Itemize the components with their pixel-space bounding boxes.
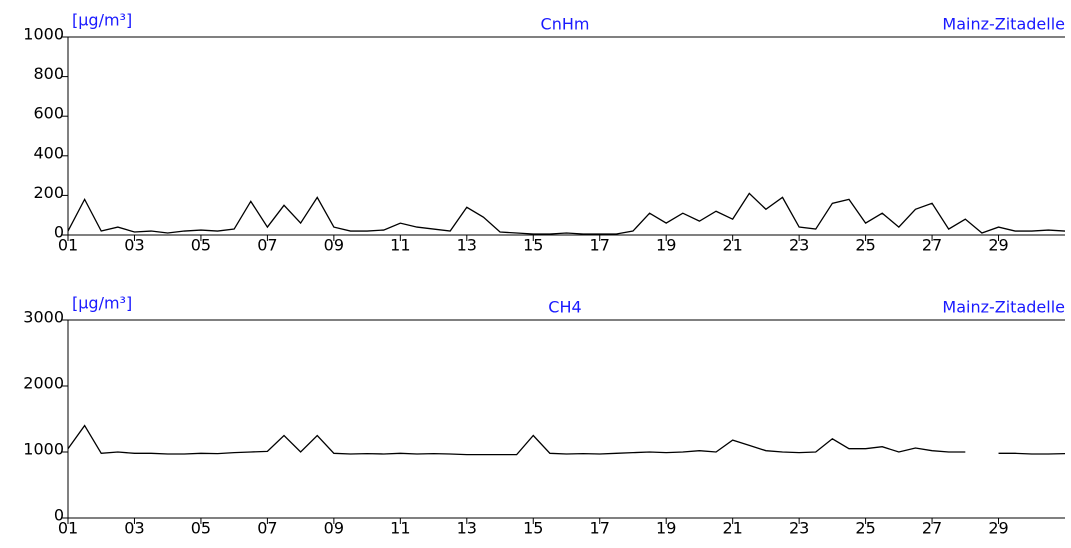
y-tick-label: 200: [33, 183, 64, 202]
x-tick-label: 03: [124, 236, 144, 255]
x-tick-label: 07: [257, 519, 277, 538]
x-tick-label: 11: [390, 519, 410, 538]
x-tick-label: 19: [656, 236, 676, 255]
x-tick-label: 23: [789, 236, 809, 255]
x-tick-label: 11: [390, 236, 410, 255]
data-line: [67, 424, 1066, 456]
x-tick-label: 25: [855, 519, 875, 538]
station-label: Mainz-Zitadelle: [942, 15, 1065, 34]
x-tick-label: 27: [922, 236, 942, 255]
data-line: [67, 192, 1066, 235]
x-tick-label: 03: [124, 519, 144, 538]
x-tick-label: 23: [789, 519, 809, 538]
x-tick-label: 21: [722, 236, 742, 255]
x-tick-label: 09: [324, 236, 344, 255]
chart-title: CH4: [548, 298, 581, 317]
x-tick-label: 17: [590, 236, 610, 255]
y-tick-label: 400: [33, 143, 64, 162]
x-tick-label: 05: [191, 236, 211, 255]
y-tick-label: 3000: [23, 308, 64, 327]
x-tick-label: 21: [722, 519, 742, 538]
x-tick-label: 29: [988, 519, 1008, 538]
x-tick-label: 07: [257, 236, 277, 255]
y-tick-label: 2000: [23, 374, 64, 393]
unit-label: [μg/m³]: [72, 294, 132, 313]
station-label: Mainz-Zitadelle: [942, 298, 1065, 317]
x-tick-label: 27: [922, 519, 942, 538]
x-tick-label: 01: [58, 519, 78, 538]
y-tick-label: 0: [54, 223, 64, 242]
x-tick-label: 05: [191, 519, 211, 538]
y-tick-label: 600: [33, 104, 64, 123]
x-tick-label: 15: [523, 519, 543, 538]
y-tick-label: 1000: [23, 25, 64, 44]
x-tick-label: 15: [523, 236, 543, 255]
x-tick-label: 09: [324, 519, 344, 538]
x-tick-label: 13: [457, 236, 477, 255]
y-tick-label: 800: [33, 64, 64, 83]
x-tick-label: 19: [656, 519, 676, 538]
x-tick-label: 25: [855, 236, 875, 255]
y-tick-label: 1000: [23, 440, 64, 459]
unit-label: [μg/m³]: [72, 11, 132, 30]
y-tick-label: 0: [54, 506, 64, 525]
x-tick-label: 17: [590, 519, 610, 538]
x-tick-label: 01: [58, 236, 78, 255]
chart-title: CnHm: [541, 15, 590, 34]
x-tick-label: 13: [457, 519, 477, 538]
x-tick-label: 29: [988, 236, 1008, 255]
